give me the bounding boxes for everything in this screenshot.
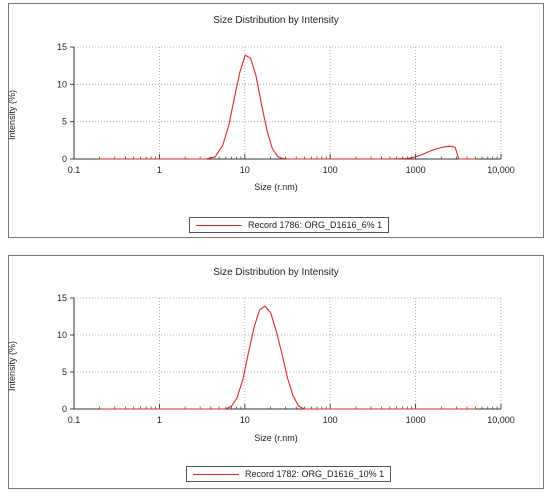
legend-label: Record 1782: ORG_D1616_10% 1 — [245, 469, 385, 479]
y-tick-label: 0 — [62, 154, 67, 164]
x-tick-label: 0.1 — [68, 415, 81, 425]
chart-plot-2: 0.1 1 10 100 1000 10,000 0 5 10 15 — [57, 293, 515, 425]
x-tick-label: 10,000 — [487, 415, 515, 425]
x-tick-label: 0.1 — [68, 165, 81, 175]
series-line — [99, 305, 476, 410]
legend-swatch — [196, 224, 242, 226]
x-axis-label: Size (r.nm) — [254, 433, 298, 443]
chart-plot-1: 0.1 1 10 100 1000 10,000 0 5 10 15 — [57, 42, 515, 175]
x-tick-label: 10,000 — [487, 165, 515, 175]
y-axis-label: Intensity (%) — [7, 89, 17, 140]
y-axis-label: Intensity (%) — [7, 340, 17, 391]
x-tick-label: 100 — [323, 165, 338, 175]
x-tick-label: 10 — [240, 165, 250, 175]
y-tick-label: 0 — [62, 404, 67, 414]
chart-panel-2: Size Distribution by Intensity 0.1 1 10 100… — [7, 255, 544, 489]
series-line — [99, 54, 476, 160]
x-tick-label: 1000 — [406, 415, 426, 425]
x-axis-label: Size (r.nm) — [254, 182, 298, 192]
x-tick-label: 10 — [240, 415, 250, 425]
y-tick-label: 15 — [57, 42, 67, 52]
x-tick-label: 1 — [157, 415, 162, 425]
y-tick-label: 10 — [57, 330, 67, 340]
chart-title: Size Distribution by Intensity — [213, 15, 339, 26]
legend: Record 1786: ORG_D1616_6% 1 — [189, 217, 390, 233]
legend: Record 1782: ORG_D1616_10% 1 — [186, 466, 392, 482]
x-tick-label: 1000 — [406, 165, 426, 175]
x-tick-label: 100 — [323, 415, 338, 425]
chart-panel-1: Size Distribution by Intensity 0.1 1 10 100… — [7, 3, 544, 238]
chart-title: Size Distribution by Intensity — [213, 267, 339, 278]
y-tick-label: 15 — [57, 293, 67, 303]
legend-swatch — [193, 473, 239, 475]
y-tick-label: 5 — [62, 117, 67, 127]
y-tick-label: 10 — [57, 79, 67, 89]
y-tick-label: 5 — [62, 367, 67, 377]
legend-label: Record 1786: ORG_D1616_6% 1 — [248, 220, 383, 230]
x-tick-label: 1 — [157, 165, 162, 175]
